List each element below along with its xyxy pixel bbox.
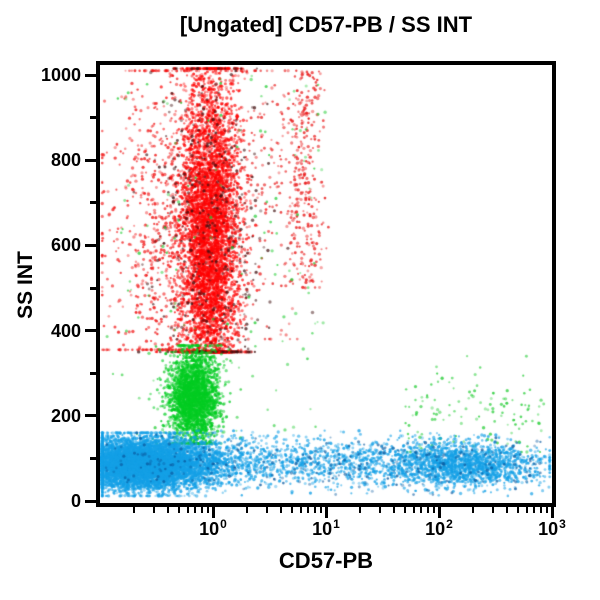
x-minor-tick bbox=[133, 507, 136, 513]
y-minor-tick bbox=[90, 286, 96, 290]
x-tick-exponent: 1 bbox=[333, 517, 340, 531]
x-minor-tick bbox=[307, 507, 310, 513]
x-tick-base: 10 bbox=[538, 519, 559, 539]
x-minor-tick bbox=[432, 507, 435, 513]
y-major-tick bbox=[85, 329, 96, 333]
x-axis-title: CD57-PB bbox=[278, 548, 374, 573]
y-minor-tick bbox=[90, 456, 96, 460]
x-minor-tick bbox=[177, 507, 180, 513]
x-minor-tick bbox=[506, 507, 509, 513]
x-tick-label: 100 bbox=[183, 517, 243, 541]
y-tick-label: 200 bbox=[50, 405, 81, 426]
chart-title: [Ungated] CD57-PB / SS INT bbox=[179, 12, 473, 37]
x-minor-tick bbox=[420, 507, 423, 513]
x-minor-tick bbox=[403, 507, 406, 513]
y-major-tick bbox=[85, 243, 96, 247]
y-major-tick bbox=[85, 414, 96, 418]
x-minor-tick bbox=[516, 507, 519, 513]
x-tick-base: 10 bbox=[312, 519, 333, 539]
x-tick-exponent: 0 bbox=[220, 517, 227, 531]
x-minor-tick bbox=[393, 507, 396, 513]
x-tick-base: 10 bbox=[199, 519, 220, 539]
y-minor-tick bbox=[90, 371, 96, 375]
y-major-tick bbox=[85, 499, 96, 503]
x-major-tick bbox=[550, 507, 554, 518]
x-minor-tick bbox=[290, 507, 293, 513]
x-minor-tick bbox=[319, 507, 322, 513]
x-minor-tick bbox=[545, 507, 548, 513]
x-minor-tick bbox=[533, 507, 536, 513]
x-minor-tick bbox=[186, 507, 189, 513]
x-minor-tick bbox=[314, 507, 317, 513]
x-minor-tick bbox=[412, 507, 415, 513]
x-minor-tick bbox=[491, 507, 494, 513]
x-tick-label: 103 bbox=[522, 517, 582, 541]
x-minor-tick bbox=[472, 507, 475, 513]
x-minor-tick bbox=[194, 507, 197, 513]
y-minor-tick bbox=[90, 116, 96, 120]
x-minor-tick bbox=[280, 507, 283, 513]
x-tick-label: 102 bbox=[409, 517, 469, 541]
y-tick-label: 0 bbox=[70, 491, 81, 511]
x-minor-tick bbox=[246, 507, 249, 513]
x-minor-tick bbox=[525, 507, 528, 513]
y-major-tick bbox=[85, 73, 96, 77]
x-tick-exponent: 3 bbox=[559, 517, 566, 531]
x-major-tick bbox=[437, 507, 441, 518]
x-tick-base: 10 bbox=[425, 519, 446, 539]
x-minor-tick bbox=[427, 507, 430, 513]
x-minor-tick bbox=[167, 507, 170, 513]
y-tick-label: 400 bbox=[50, 320, 81, 341]
y-tick-label: 600 bbox=[50, 235, 81, 256]
y-major-tick bbox=[85, 158, 96, 162]
x-major-tick bbox=[211, 507, 215, 518]
y-tick-label: 1000 bbox=[40, 65, 81, 85]
x-tick-label: 101 bbox=[296, 517, 356, 541]
x-minor-tick bbox=[152, 507, 155, 513]
x-minor-tick bbox=[299, 507, 302, 513]
x-minor-tick bbox=[378, 507, 381, 513]
x-minor-tick bbox=[540, 507, 543, 513]
scatter-points-canvas bbox=[100, 65, 552, 503]
x-minor-tick bbox=[265, 507, 268, 513]
x-minor-tick bbox=[359, 507, 362, 513]
x-tick-exponent: 2 bbox=[446, 517, 453, 531]
x-minor-tick bbox=[201, 507, 204, 513]
y-minor-tick bbox=[90, 201, 96, 205]
x-major-tick bbox=[324, 507, 328, 518]
x-minor-tick bbox=[206, 507, 209, 513]
y-tick-label: 800 bbox=[50, 150, 81, 171]
